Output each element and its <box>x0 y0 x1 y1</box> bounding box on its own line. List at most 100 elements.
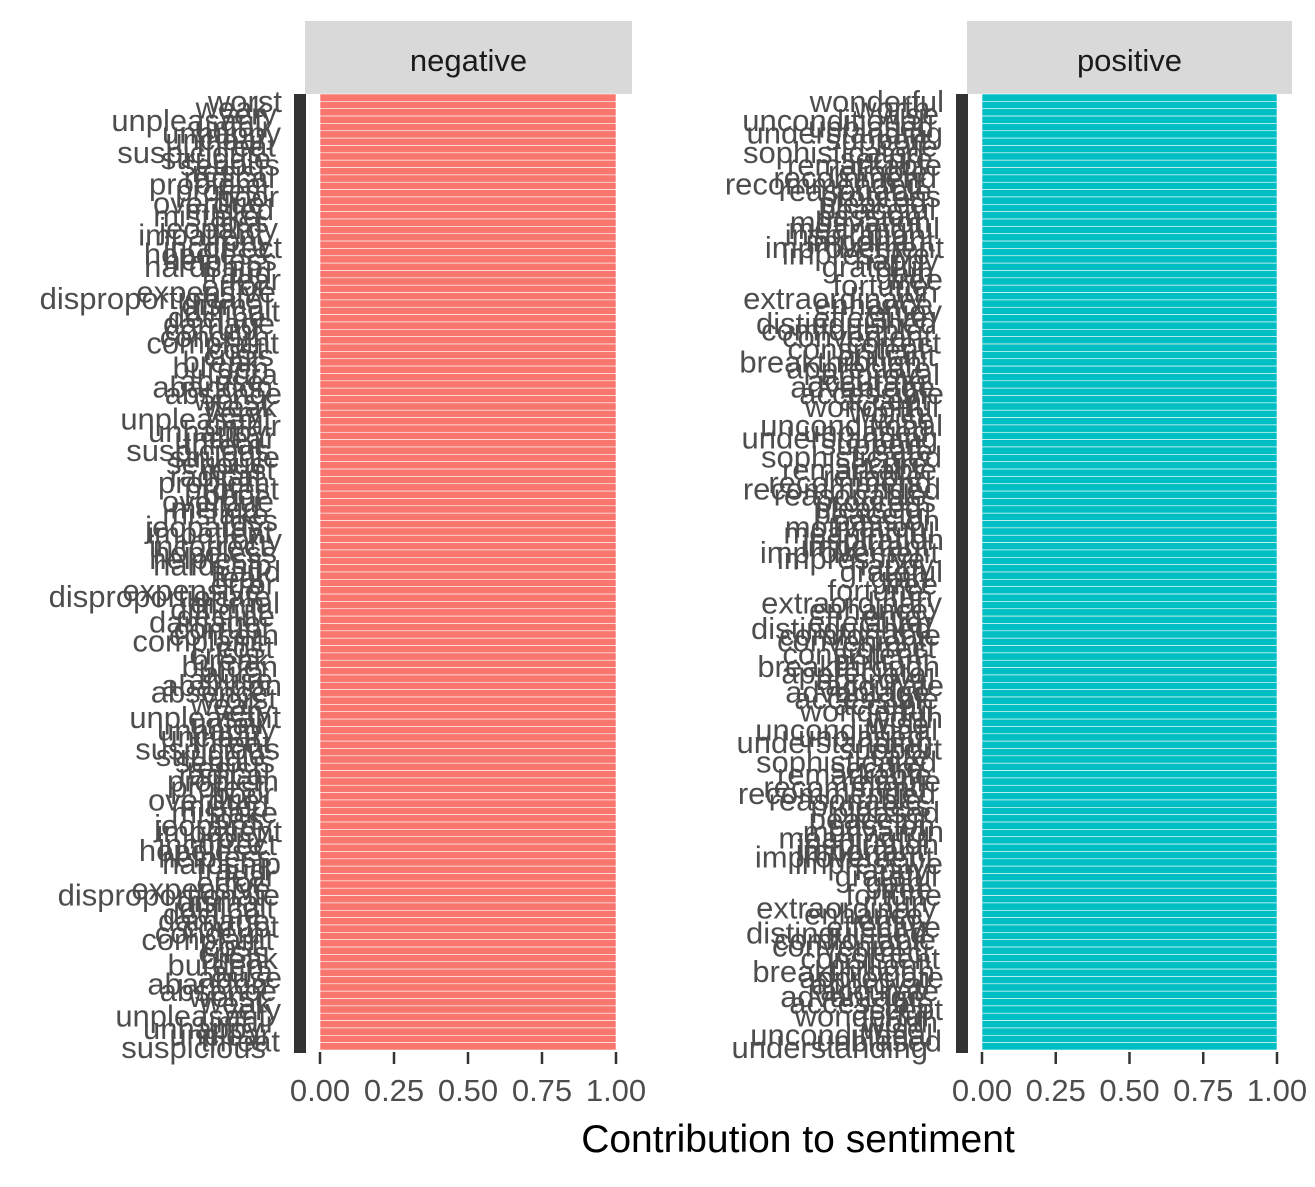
bar-negative-10 <box>319 167 617 176</box>
y-tick-label-negative: decline <box>163 897 261 932</box>
y-tick-label-positive: secure <box>840 141 933 176</box>
bar-positive-65 <box>981 571 1278 580</box>
bar-positive-123 <box>981 998 1278 1007</box>
x-tick-label-positive-2: 0.50 <box>1099 1073 1159 1108</box>
bar-negative-92 <box>319 770 617 779</box>
bar-negative-98 <box>319 814 617 823</box>
y-tick-label-negative: irony <box>215 522 283 557</box>
y-tick-label-positive: approval <box>811 967 930 1002</box>
bar-positive-51 <box>981 468 1278 477</box>
y-tick-label-positive: brilliant <box>828 947 927 982</box>
facet-strip-negative <box>305 21 632 94</box>
bar-positive-52 <box>981 476 1278 485</box>
bar-negative-4 <box>319 123 617 132</box>
y-tick-label-positive: accessible <box>789 986 934 1021</box>
y-tick-label-negative: burden <box>172 351 269 386</box>
bar-negative-101 <box>319 836 617 845</box>
y-tick-label-positive: motivation <box>803 814 944 849</box>
bar-positive-74 <box>981 637 1278 646</box>
y-tick-label-positive: safe <box>879 128 938 163</box>
bar-positive-50 <box>981 461 1278 470</box>
y-tick-label-positive: unconditional <box>760 408 943 443</box>
bar-positive-10 <box>981 167 1278 176</box>
y-tick-label-negative: protest <box>170 770 265 805</box>
y-tick-label-negative: threat <box>201 1024 281 1059</box>
y-tick-label-negative: jeopardy <box>153 808 273 843</box>
y-tick-label-positive: remarkable <box>782 452 937 487</box>
bar-positive-6 <box>981 137 1278 146</box>
bar-positive-112 <box>981 917 1278 926</box>
y-tick-label-negative: concern <box>160 319 270 354</box>
bar-positive-95 <box>981 792 1278 801</box>
y-tick-label-negative: resist <box>192 154 266 189</box>
bar-positive-120 <box>981 976 1278 985</box>
bar-negative-26 <box>319 284 617 293</box>
y-tick-label-negative: crisis <box>189 636 260 671</box>
bar-positive-7 <box>981 145 1278 154</box>
y-tick-label-positive: grateful <box>835 859 938 894</box>
y-tick-label-negative: decline <box>168 300 266 335</box>
bar-negative-34 <box>319 343 617 352</box>
y-tick-label-negative: mistake <box>153 198 260 233</box>
y-tick-label-negative: fear <box>223 859 276 894</box>
bar-positive-85 <box>981 718 1278 727</box>
bar-negative-45 <box>319 424 617 433</box>
bar-negative-86 <box>319 726 617 735</box>
bar-negative-42 <box>319 402 617 411</box>
x-tick-label-positive-0: 0.00 <box>952 1073 1012 1108</box>
y-tick-label-negative: threat <box>183 427 263 462</box>
y-tick-label-positive: understanding <box>732 1030 929 1065</box>
bar-positive-64 <box>981 564 1278 573</box>
bar-negative-124 <box>319 1005 617 1014</box>
bar-negative-125 <box>319 1012 617 1021</box>
y-tick-label-positive: effective <box>813 300 928 335</box>
x-tick-label-negative-1: 0.25 <box>364 1073 424 1108</box>
y-tick-label-negative: overdue <box>148 782 260 817</box>
y-tick-label-positive: fortune <box>845 878 942 913</box>
bar-positive-16 <box>981 211 1278 220</box>
y-tick-label-positive: peaceful <box>809 801 926 836</box>
y-axis-spine-negative <box>294 94 306 1053</box>
y-tick-label-negative: cost <box>217 630 274 665</box>
bar-negative-60 <box>319 534 617 543</box>
bar-negative-81 <box>319 689 617 698</box>
y-tick-label-negative: very <box>213 694 272 729</box>
y-tick-label-positive: accessible <box>794 681 939 716</box>
y-tick-label-positive: important <box>806 224 936 259</box>
bar-negative-49 <box>319 454 617 462</box>
y-tick-label-negative: absence <box>160 973 277 1008</box>
y-tick-label-negative: unfair <box>198 1005 276 1040</box>
bar-positive-53 <box>981 483 1278 492</box>
y-tick-label-positive: unbiased <box>803 414 929 449</box>
y-tick-label-negative: resist <box>201 452 275 487</box>
bar-negative-44 <box>319 417 617 426</box>
x-tick-label-negative-2: 0.50 <box>438 1073 498 1108</box>
y-tick-label-positive: passion <box>833 503 940 538</box>
bar-positive-22 <box>981 255 1278 264</box>
bar-negative-46 <box>319 431 617 440</box>
bar-negative-20 <box>319 240 617 249</box>
y-tick-label-negative: protest <box>175 173 270 208</box>
y-tick-label-positive: accessible <box>799 376 944 411</box>
bar-negative-38 <box>319 373 617 382</box>
y-tick-label-negative: mistake <box>162 497 269 532</box>
y-tick-label-negative: worst <box>202 681 277 716</box>
bar-negative-67 <box>319 586 617 595</box>
bar-positive-104 <box>981 858 1278 867</box>
y-tick-label-positive: fortune <box>832 268 929 303</box>
y-tick-label-negative: jeopardy <box>144 509 264 544</box>
y-tick-label-positive: improvement <box>765 230 945 265</box>
bar-positive-73 <box>981 630 1278 639</box>
bar-negative-24 <box>319 270 617 279</box>
y-tick-label-positive: important <box>801 528 931 563</box>
y-tick-label-positive: fun <box>895 274 938 309</box>
y-tick-label-negative: concern <box>169 617 279 652</box>
y-tick-label-negative: incorrect <box>158 827 277 862</box>
bar-negative-14 <box>319 196 617 205</box>
y-tick-label-positive: passion <box>828 808 935 843</box>
bar-negative-73 <box>319 630 617 639</box>
bar-positive-25 <box>981 277 1278 286</box>
y-tick-label-negative: weak <box>199 986 273 1021</box>
